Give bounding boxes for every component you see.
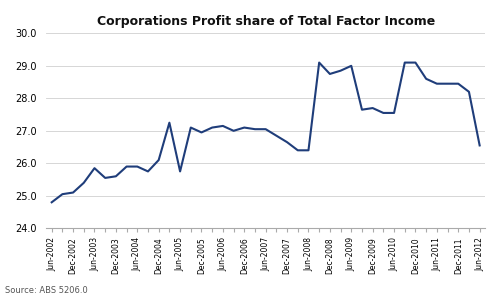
Title: Corporations Profit share of Total Factor Income: Corporations Profit share of Total Facto… [96, 15, 435, 28]
Text: Source: ABS 5206.0: Source: ABS 5206.0 [5, 286, 88, 295]
